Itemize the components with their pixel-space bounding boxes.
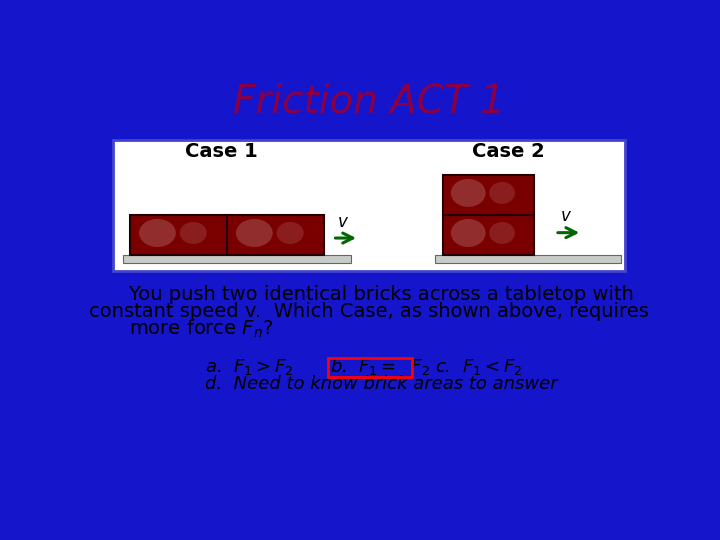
Ellipse shape (139, 219, 176, 247)
Text: constant speed v.  Which Case, as shown above, requires: constant speed v. Which Case, as shown a… (89, 302, 649, 321)
Ellipse shape (276, 222, 304, 244)
Text: d.  Need to know brick areas to answer: d. Need to know brick areas to answer (204, 375, 557, 393)
Text: You push two identical bricks across a tabletop with: You push two identical bricks across a t… (104, 285, 634, 304)
Bar (443, 215, 534, 255)
Text: b.  $F_1$$=$  $F_2$: b. $F_1$$=$ $F_2$ (330, 356, 431, 377)
Bar (435, 255, 621, 262)
Text: v: v (560, 207, 570, 225)
Text: a.  $F_1$$>$$F_2$: a. $F_1$$>$$F_2$ (204, 356, 293, 376)
Text: v: v (338, 213, 348, 231)
Bar (443, 175, 534, 215)
Text: Case 1: Case 1 (185, 141, 258, 160)
Ellipse shape (236, 219, 273, 247)
Bar (130, 215, 228, 255)
Bar (228, 215, 324, 255)
Bar (122, 255, 351, 262)
Bar (113, 140, 625, 271)
Text: c.  $F_1$$<$$F_2$: c. $F_1$$<$$F_2$ (435, 356, 522, 376)
Text: Case 2: Case 2 (472, 141, 545, 160)
Ellipse shape (451, 179, 485, 207)
Ellipse shape (490, 182, 515, 204)
Ellipse shape (180, 222, 207, 244)
Bar (328, 358, 412, 377)
Ellipse shape (490, 222, 515, 244)
Text: more force $F_n$?: more force $F_n$? (129, 318, 273, 340)
Text: Friction ACT 1: Friction ACT 1 (233, 83, 505, 121)
Ellipse shape (451, 219, 485, 247)
